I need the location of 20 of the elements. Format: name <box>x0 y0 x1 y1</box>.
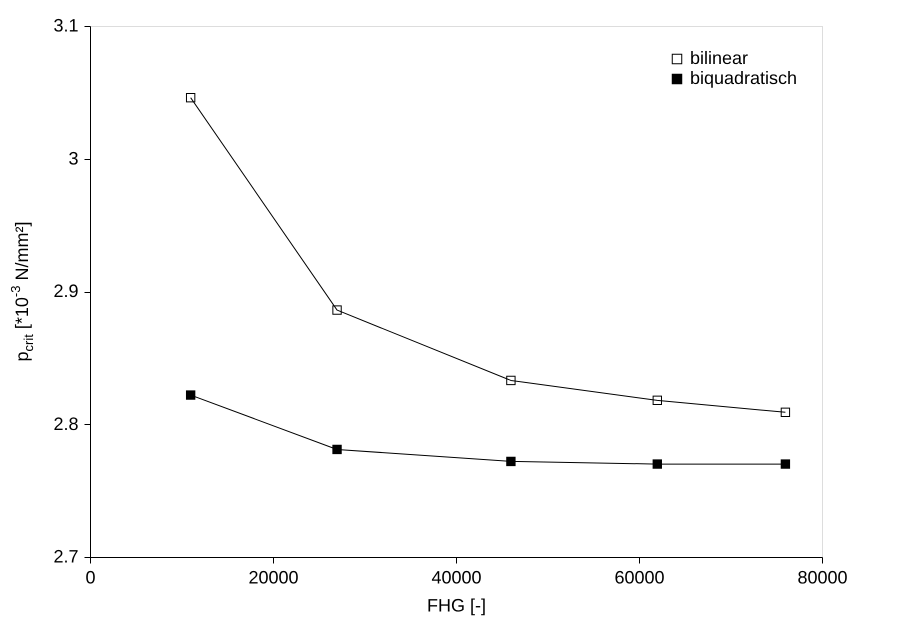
y-tick-label: 3 <box>68 148 78 168</box>
y-tick-label: 2.8 <box>53 414 78 434</box>
point <box>780 459 790 469</box>
y-tick-label: 3.1 <box>53 16 78 36</box>
y-tick-label: 2.7 <box>53 546 78 566</box>
y-tick-label: 2.9 <box>53 281 78 301</box>
x-tick-label: 80000 <box>797 568 848 588</box>
x-tick-label: 60000 <box>614 568 665 588</box>
point <box>186 390 196 400</box>
y-axis-title: pcrit [*10-3 N/mm²] <box>8 222 36 362</box>
point <box>506 456 516 466</box>
point <box>652 459 662 469</box>
x-tick-label: 20000 <box>248 568 299 588</box>
legend-label: biquadratisch <box>690 68 798 88</box>
point <box>186 93 196 102</box>
x-tick-label: 40000 <box>431 568 482 588</box>
point <box>780 408 790 417</box>
x-tick-label: 0 <box>85 568 96 588</box>
x-axis-title: FHG [-] <box>427 596 486 616</box>
legend-label: bilinear <box>690 48 748 68</box>
